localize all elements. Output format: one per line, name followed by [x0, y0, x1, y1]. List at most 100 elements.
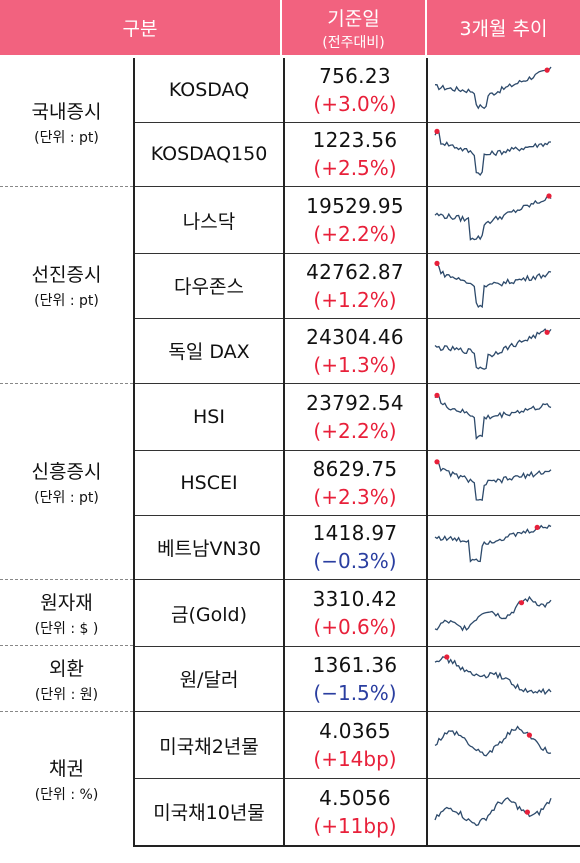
header-divider	[280, 0, 282, 55]
category-fx: 외환 (단위 : 원)	[0, 646, 133, 711]
row-name: 금(Gold)	[171, 603, 247, 626]
sparkline-marker	[518, 600, 525, 606]
category-commodity: 원자재 (단위 : $ )	[0, 580, 133, 645]
row-value: 8629.75	[312, 456, 398, 481]
row-name: 미국채10년물	[153, 802, 265, 824]
row-name: 다우존스	[174, 276, 244, 298]
category-emerging: 신흥증시 (단위 : pt)	[0, 384, 133, 579]
row-divider	[133, 318, 580, 319]
header-value-sublabel: (전주대비)	[322, 34, 385, 51]
row-sparkline	[433, 718, 555, 772]
row-value-cell: 24304.46 (+1.3%)	[285, 318, 425, 383]
row-change: (+1.2%)	[313, 287, 397, 312]
sparkline-chart	[434, 328, 552, 370]
sparkline-marker	[524, 809, 530, 815]
sparkline-line	[434, 461, 552, 501]
row-value-cell: 8629.75 (+2.3%)	[285, 450, 425, 515]
row-name: 원/달러	[179, 669, 239, 691]
group-separator	[0, 645, 133, 646]
row-divider	[133, 579, 580, 580]
row-name: 독일 DAX	[168, 341, 250, 363]
sparkline-marker	[534, 524, 540, 530]
sparkline-line	[434, 328, 552, 370]
row-value: 1361.36	[312, 652, 398, 677]
row-name: HSCEI	[180, 471, 238, 494]
row-change: (+2.2%)	[313, 222, 397, 246]
row-value-cell: 4.5056 (+11bp)	[285, 778, 425, 845]
row-divider	[133, 122, 580, 123]
row-divider	[133, 450, 580, 451]
sparkline-line	[434, 195, 552, 241]
group-separator	[0, 383, 133, 384]
row-divider	[133, 253, 580, 254]
row-name: 베트남VN30	[157, 537, 261, 560]
row-value-cell: 4.0365 (+14bp)	[285, 712, 425, 778]
category-label: 채권	[49, 757, 84, 780]
row-change: (−0.3%)	[313, 549, 397, 573]
sparkline-line	[434, 524, 552, 563]
row-value-cell: 1361.36 (−1.5%)	[285, 646, 425, 711]
sparkline-marker	[434, 392, 440, 398]
row-value-cell: 1223.56 (+2.5%)	[285, 122, 425, 186]
row-value: 1418.97	[312, 521, 398, 545]
row-value: 3310.42	[312, 587, 398, 611]
sparkline-marker	[434, 260, 440, 266]
row-value-cell: 756.23 (+3.0%)	[285, 58, 425, 122]
category-label: 국내증시	[31, 101, 102, 123]
sparkline-marker	[434, 459, 440, 465]
sparkline-line	[434, 655, 552, 696]
category-unit: (단위 : pt)	[34, 130, 99, 146]
category-label: 외환	[49, 657, 84, 680]
category-unit: (단위 : $ )	[34, 620, 99, 637]
category-label: 선진증시	[31, 264, 102, 286]
row-divider	[133, 186, 580, 187]
row-name: KOSDAQ	[168, 79, 250, 101]
header-category-label: 구분	[122, 18, 158, 40]
category-developed: 선진증시 (단위 : pt)	[0, 187, 133, 383]
category-label: 원자재	[40, 591, 93, 614]
row-value: 23792.54	[306, 391, 404, 415]
sparkline-marker	[544, 329, 550, 335]
category-unit: (단위 : %)	[34, 786, 99, 803]
category-unit: (단위 : pt)	[34, 489, 99, 506]
row-sparkline	[433, 390, 555, 444]
row-value-cell: 42762.87 (+1.2%)	[285, 253, 425, 318]
sparkline-marker	[546, 193, 552, 199]
sparkline-line	[434, 130, 551, 177]
row-divider	[133, 646, 580, 647]
row-value: 19529.95	[306, 194, 404, 218]
group-separator	[0, 711, 133, 712]
category-bond: 채권 (단위 : %)	[0, 712, 133, 845]
row-change: (+2.5%)	[313, 156, 397, 180]
category-unit: (단위 : pt)	[34, 293, 99, 309]
sparkline-chart	[434, 392, 552, 440]
sparkline-marker	[434, 128, 440, 134]
header-value-label: 기준일	[327, 7, 380, 30]
row-name: 나스닥	[182, 210, 236, 233]
header-category: 구분	[0, 0, 280, 55]
row-value: 1223.56	[312, 128, 398, 152]
sparkline-chart	[434, 595, 552, 632]
header-trend: 3개월 추이	[427, 0, 580, 55]
row-divider	[133, 778, 580, 779]
row-sparkline	[433, 456, 555, 509]
sparkline-chart	[434, 66, 552, 110]
row-value-cell: 3310.42 (+0.6%)	[285, 580, 425, 646]
row-value: 4.5056	[319, 785, 391, 810]
row-sparkline	[433, 784, 555, 839]
row-divider	[133, 383, 580, 384]
column-divider	[283, 58, 285, 845]
row-name: HSI	[193, 406, 225, 428]
row-value-cell: 19529.95 (+2.2%)	[285, 187, 425, 253]
row-change: (+11bp)	[313, 813, 397, 838]
row-sparkline	[433, 324, 555, 377]
row-sparkline	[433, 521, 555, 573]
sparkline-line	[434, 595, 552, 632]
row-change: (+2.2%)	[313, 419, 397, 443]
sparkline-chart	[434, 725, 552, 757]
row-change: (+14bp)	[313, 747, 397, 771]
group-separator	[0, 579, 133, 580]
row-name: KOSDAQ150	[150, 143, 268, 165]
category-domestic: 국내증시 (단위 : pt)	[0, 58, 133, 186]
row-name: 미국채2년물	[159, 735, 259, 758]
